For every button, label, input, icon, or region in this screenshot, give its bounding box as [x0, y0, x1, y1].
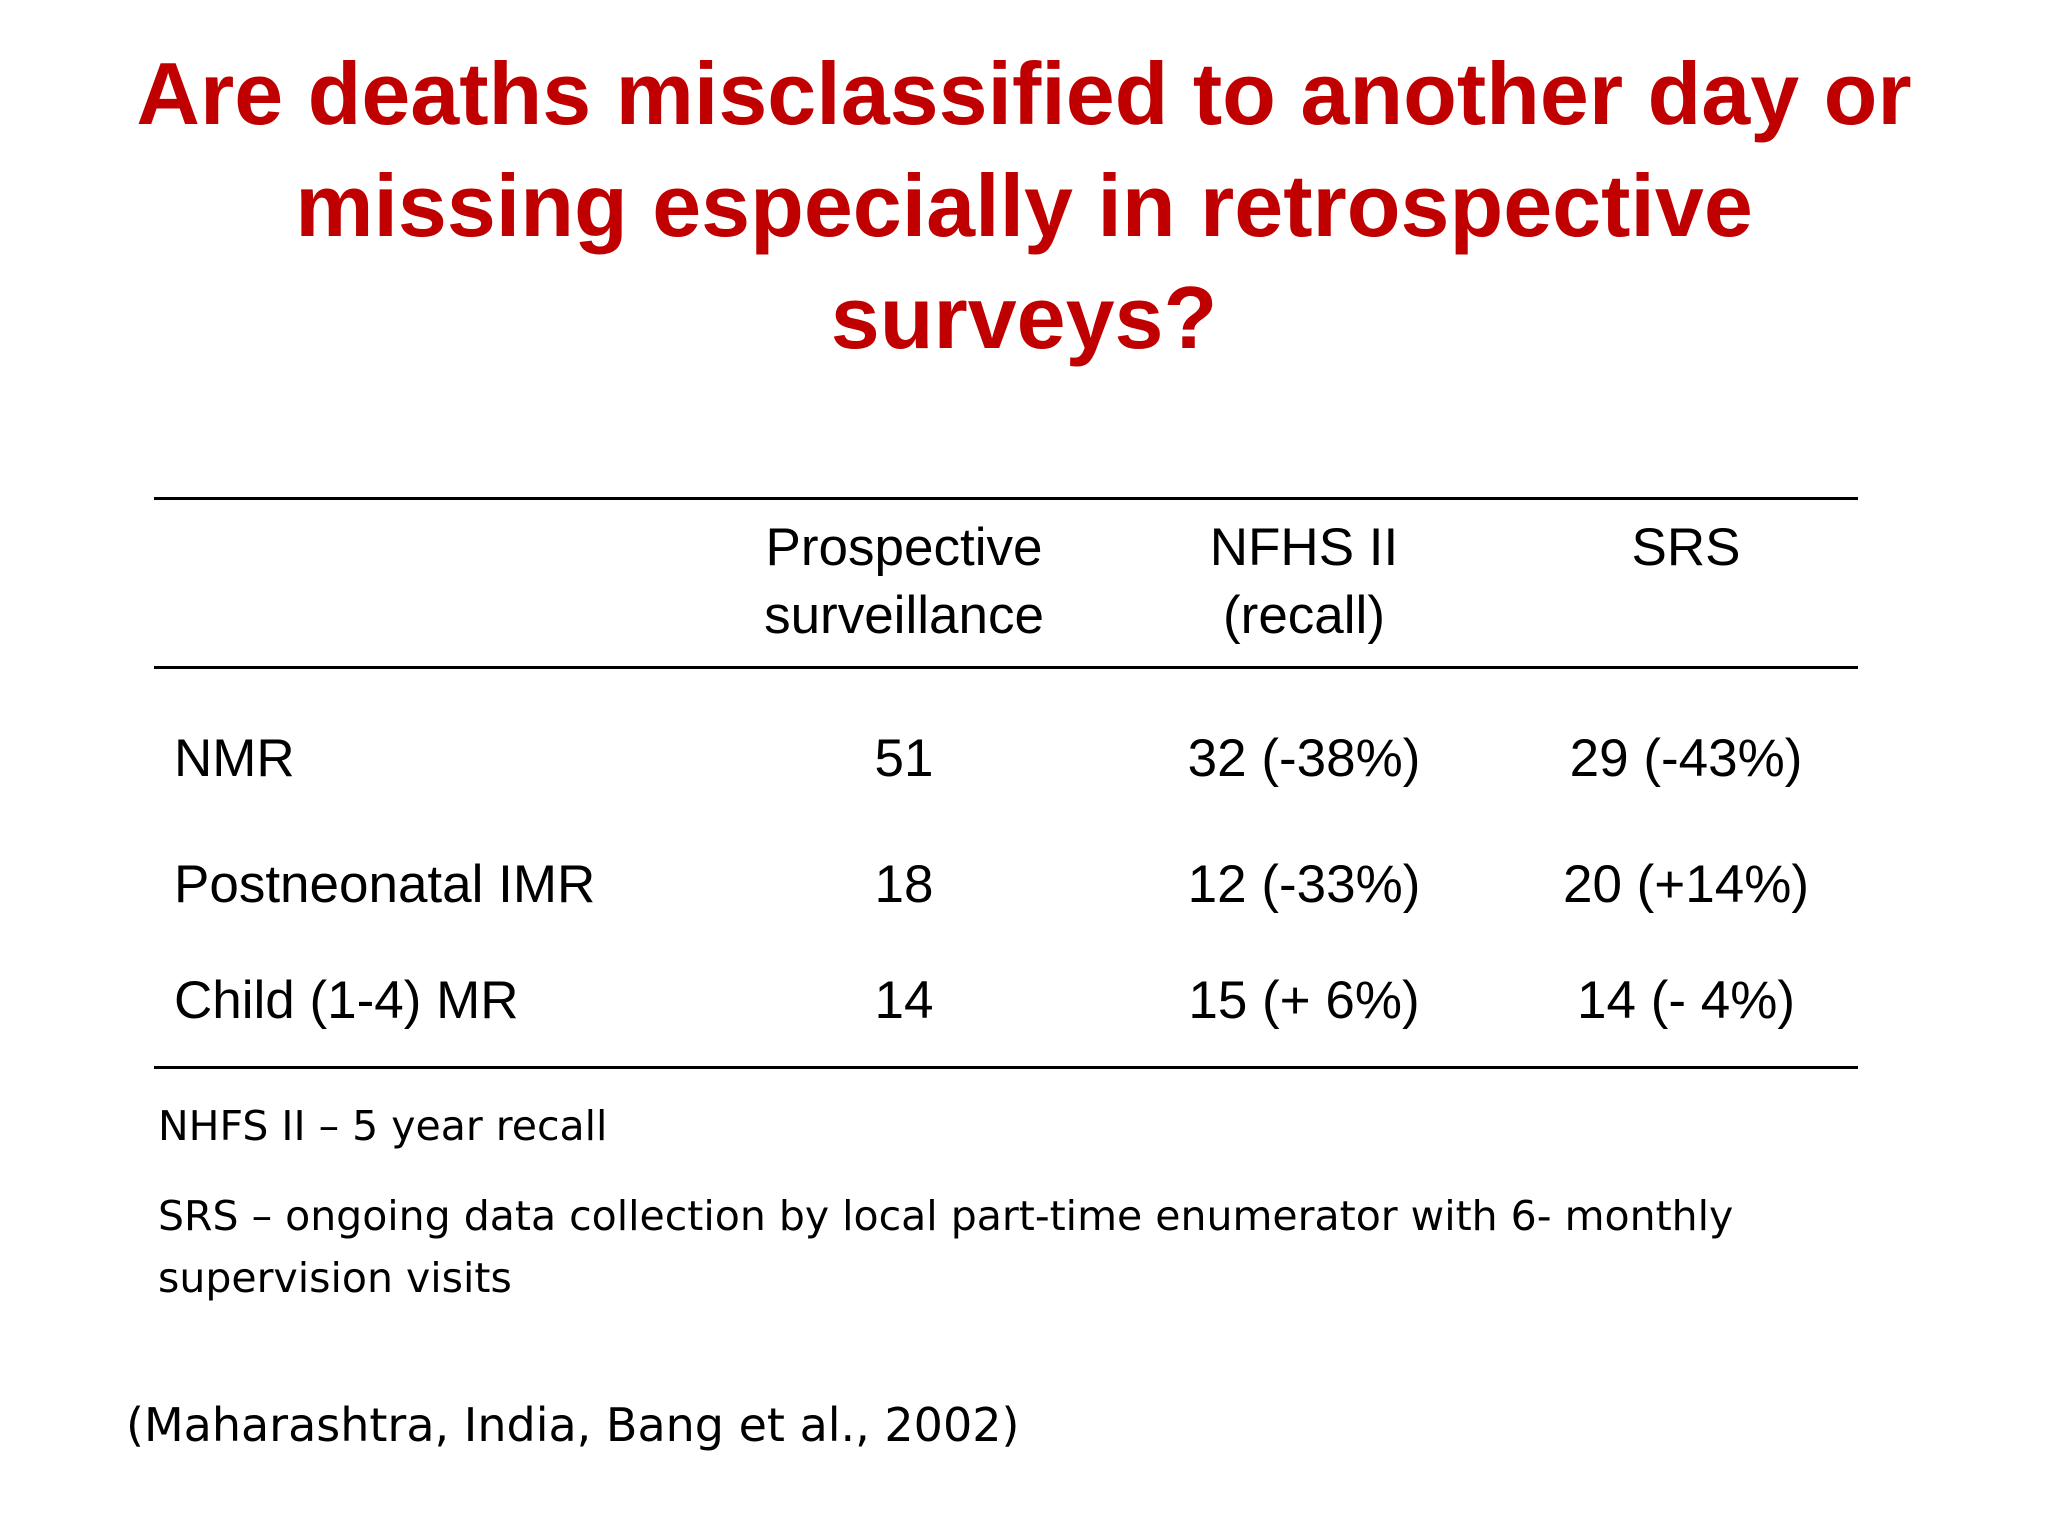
header-nfhs-ii: NFHS II (recall)	[1209, 518, 1399, 645]
header-empty	[154, 499, 714, 668]
cell-nfhs: 15 (+ 6%)	[1188, 971, 1420, 1030]
header-prospective-surveillance: Prospective surveillance	[764, 518, 1044, 645]
cell-prospective: 18	[874, 854, 934, 914]
cell-nfhs: 12 (-33%)	[1187, 854, 1421, 914]
cell-nfhs: 32 (-38%)	[1187, 729, 1421, 788]
table-header-row: Prospective surveillance NFHS II (recall…	[154, 498, 1858, 668]
table-row: NMR 51 32 (-38%) 29 (-43%)	[154, 668, 1858, 820]
header-srs: SRS	[1631, 518, 1741, 577]
table-row: Postneonatal IMR 18 12 (-33%) 20 (+14%)	[154, 819, 1858, 950]
mortality-comparison-table: Prospective surveillance NFHS II (recall…	[154, 497, 1858, 1069]
row-label: Postneonatal IMR	[174, 854, 596, 914]
cell-srs: 14 (- 4%)	[1577, 971, 1795, 1030]
source-citation: (Maharashtra, India, Bang et al., 2002)	[126, 1398, 1020, 1452]
table-row: Child (1-4) MR 14 15 (+ 6%) 14 (- 4%)	[154, 950, 1858, 1068]
slide-title: Are deaths misclassified to another day …	[60, 38, 1988, 374]
slide-title-line-1: Are deaths misclassified to another day …	[136, 44, 1912, 143]
footnote-srs: SRS – ongoing data collection by local p…	[158, 1192, 1734, 1302]
cell-prospective: 51	[874, 729, 934, 788]
row-label: Child (1-4) MR	[174, 971, 519, 1030]
footnotes: NHFS II – 5 year recall SRS – ongoing da…	[158, 1095, 1858, 1337]
footnote-nfhs: NHFS II – 5 year recall	[158, 1102, 608, 1150]
slide-title-line-2: missing especially in retrospective	[295, 156, 1753, 255]
slide-title-line-3: surveys?	[830, 268, 1218, 367]
cell-prospective: 14	[874, 971, 934, 1030]
row-label: NMR	[174, 729, 295, 788]
cell-srs: 20 (+14%)	[1562, 854, 1809, 914]
data-table: Prospective surveillance NFHS II (recall…	[154, 497, 1858, 1069]
cell-srs: 29 (-43%)	[1569, 729, 1803, 788]
